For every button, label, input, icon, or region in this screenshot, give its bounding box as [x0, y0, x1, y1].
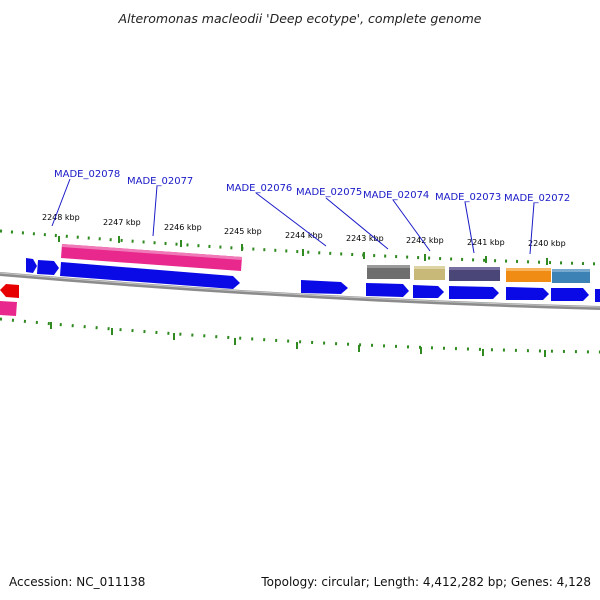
- cds-arrow-made-02076: [301, 280, 348, 294]
- leader-line: [325, 197, 389, 250]
- leader-line: [392, 199, 431, 252]
- cds-arrow: [595, 289, 600, 302]
- scale-label-2247: 2247 kbp: [103, 218, 141, 227]
- inner-major-tick: [482, 349, 484, 356]
- red-feature: [0, 284, 19, 298]
- locus-label-made-02077: MADE_02077: [127, 176, 193, 187]
- major-tick: [485, 256, 487, 263]
- inner-major-tick: [544, 350, 546, 357]
- leader-line: [529, 202, 535, 255]
- cds-arrow: [26, 258, 37, 273]
- inner-major-tick: [50, 322, 52, 329]
- locus-label-made-02075: MADE_02075: [296, 187, 362, 198]
- cds-features: [26, 258, 600, 302]
- pink-feature-left: [0, 301, 17, 316]
- backbone-highlight: [0, 272, 600, 308]
- map-title: Alteromonas macleodii 'Deep ecotype', co…: [118, 11, 482, 26]
- gray-feature-sheen: [367, 265, 410, 268]
- leader-line: [255, 192, 327, 247]
- reverse-features: [0, 284, 19, 298]
- steelblue-feature-sheen: [552, 269, 590, 272]
- genome-backbone: [0, 272, 600, 310]
- locus-label-made-02076: MADE_02076: [226, 183, 292, 194]
- leader-line: [51, 178, 71, 227]
- cds-arrow-made-02075: [366, 283, 409, 297]
- scale-label-2246: 2246 kbp: [164, 223, 202, 232]
- scale-labels: 2248 kbp 2247 kbp 2246 kbp 2245 kbp 2244…: [42, 213, 566, 248]
- inner-major-tick: [234, 338, 236, 345]
- leader-line: [464, 201, 475, 254]
- locus-label-made-02074: MADE_02074: [363, 190, 429, 201]
- inner-tick-track: [0, 317, 600, 357]
- accession-label: Accession: NC_011138: [9, 575, 145, 589]
- major-tick: [302, 249, 304, 256]
- inner-major-tick: [111, 328, 113, 335]
- scale-label-2245: 2245 kbp: [224, 227, 262, 236]
- major-tick: [546, 258, 548, 265]
- major-tick: [424, 254, 426, 261]
- inner-major-tick: [296, 342, 298, 349]
- major-tick: [241, 244, 243, 251]
- scale-label-2243: 2243 kbp: [346, 234, 384, 243]
- leader-line: [152, 185, 158, 237]
- inner-dotted-ticks: [0, 317, 600, 354]
- cds-arrow: [551, 288, 589, 301]
- topology-summary: Topology: circular; Length: 4,412,282 bp…: [260, 575, 591, 589]
- steelblue-feature: [552, 269, 590, 283]
- scale-label-2240: 2240 kbp: [528, 239, 566, 248]
- inner-major-tick: [420, 347, 422, 354]
- orange-feature-sheen: [506, 268, 551, 271]
- major-tick: [180, 240, 182, 247]
- scale-label-2244: 2244 kbp: [285, 231, 323, 240]
- slate-feature-sheen: [449, 267, 500, 270]
- cds-arrow-made-02072: [506, 287, 549, 300]
- inner-major-tick: [173, 333, 175, 340]
- highlight-features: [0, 244, 242, 316]
- major-tick: [363, 252, 365, 259]
- backbone-line: [0, 272, 600, 310]
- slate-feature: [449, 267, 500, 281]
- cds-arrow-made-02074: [413, 285, 444, 298]
- orange-feature: [506, 268, 551, 282]
- locus-label-made-02073: MADE_02073: [435, 192, 501, 203]
- scale-label-2242: 2242 kbp: [406, 236, 444, 245]
- locus-labels: MADE_02078 MADE_02077 MADE_02076 MADE_02…: [51, 169, 570, 255]
- pink-feature-sheen: [62, 244, 242, 260]
- major-ticks: [58, 236, 548, 265]
- pink-feature: [61, 244, 242, 271]
- inner-major-tick: [358, 345, 360, 352]
- locus-label-made-02072: MADE_02072: [504, 193, 570, 204]
- major-tick: [58, 236, 60, 242]
- scale-label-2241: 2241 kbp: [467, 238, 505, 247]
- major-tick: [118, 236, 120, 243]
- khaki-feature-sheen: [414, 266, 445, 269]
- cds-arrow: [37, 260, 59, 275]
- cds-arrow-made-02073: [449, 286, 499, 299]
- cds-arrow-made-02077: [60, 262, 240, 289]
- locus-label-made-02078: MADE_02078: [54, 169, 120, 180]
- scale-label-2248: 2248 kbp: [42, 213, 80, 222]
- gray-feature: [367, 265, 410, 279]
- khaki-feature: [414, 266, 445, 280]
- colored-features: [367, 265, 590, 283]
